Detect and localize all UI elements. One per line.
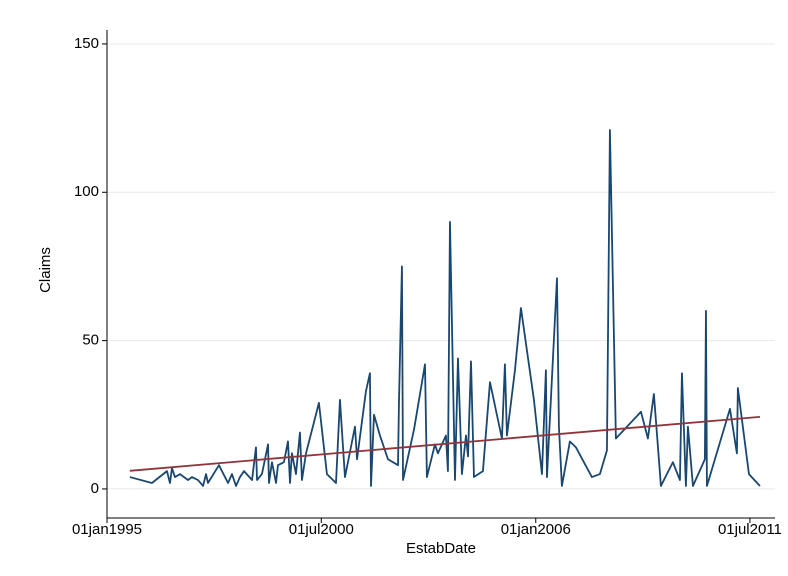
x-axis-title: EstabDate	[406, 540, 476, 557]
y-tick-label: 150	[74, 35, 99, 52]
y-tick-label: 50	[82, 332, 99, 349]
data-line	[129, 129, 761, 487]
x-tick-label: 01jan2006	[501, 521, 571, 538]
data-line	[129, 415, 761, 472]
x-tick-label: 01jan1995	[72, 521, 142, 538]
y-axis-title: Claims	[37, 247, 54, 293]
x-tick-label: 01jul2000	[289, 521, 354, 538]
y-tick-label: 0	[91, 480, 99, 497]
y-tick-label: 100	[74, 183, 99, 200]
x-tick-label: 01jul2011	[718, 521, 782, 538]
